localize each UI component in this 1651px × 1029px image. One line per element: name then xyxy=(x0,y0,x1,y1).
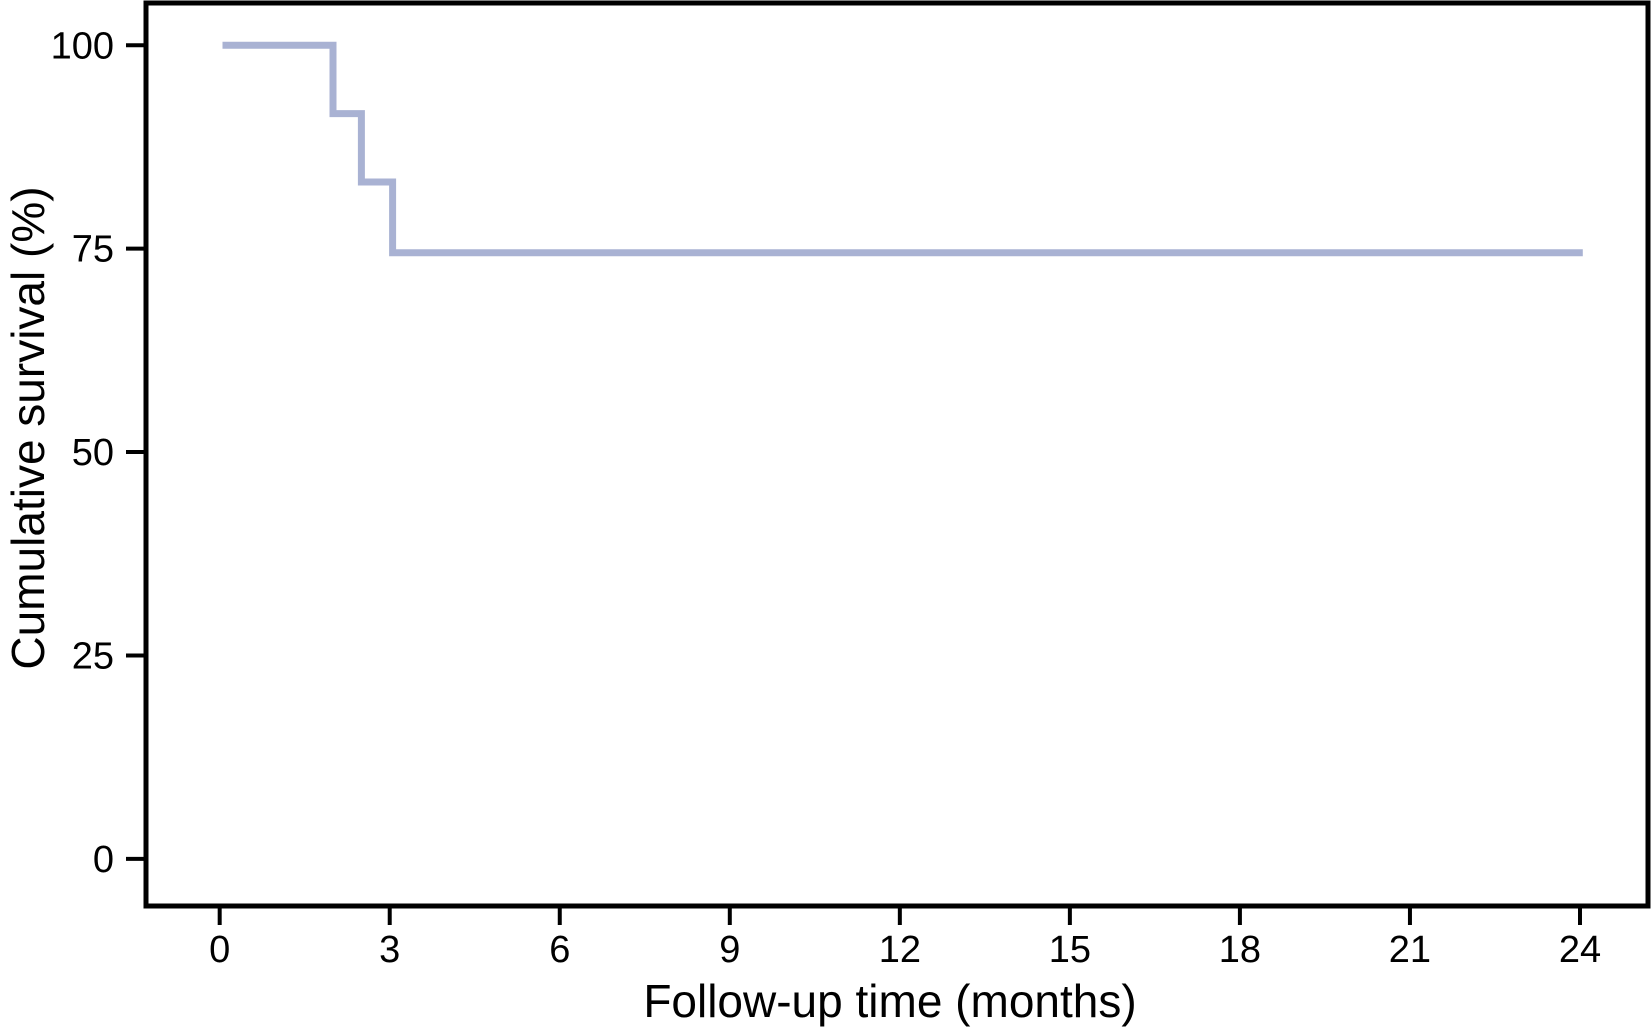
x-tick-label: 24 xyxy=(1559,929,1601,971)
x-tick-label: 18 xyxy=(1219,929,1261,971)
y-tick-label: 100 xyxy=(51,25,114,67)
x-tick-label: 3 xyxy=(379,929,400,971)
y-axis-tick-labels: 0 25 50 75 100 xyxy=(51,25,114,881)
x-tick-label: 21 xyxy=(1389,929,1431,971)
x-axis-title: Follow-up time (months) xyxy=(643,975,1136,1027)
y-axis-ticks xyxy=(126,43,146,861)
x-tick-label: 0 xyxy=(209,929,230,971)
survival-step-curve xyxy=(222,41,1583,257)
x-tick-label: 6 xyxy=(549,929,570,971)
survival-curve-layer xyxy=(222,41,1583,257)
y-tick-label: 25 xyxy=(72,635,114,677)
y-tick-label: 50 xyxy=(72,432,114,474)
x-axis-tick-labels: 0 3 6 9 12 15 18 21 24 xyxy=(209,929,1601,971)
y-tick-label: 75 xyxy=(72,229,114,271)
y-tick-label: 0 xyxy=(93,839,114,881)
x-tick-label: 12 xyxy=(879,929,921,971)
x-tick-label: 15 xyxy=(1049,929,1091,971)
x-tick-label: 9 xyxy=(719,929,740,971)
x-axis-ticks xyxy=(217,906,1582,925)
y-axis-title: Cumulative survival (%) xyxy=(2,186,54,669)
plot-frame xyxy=(143,0,1651,909)
